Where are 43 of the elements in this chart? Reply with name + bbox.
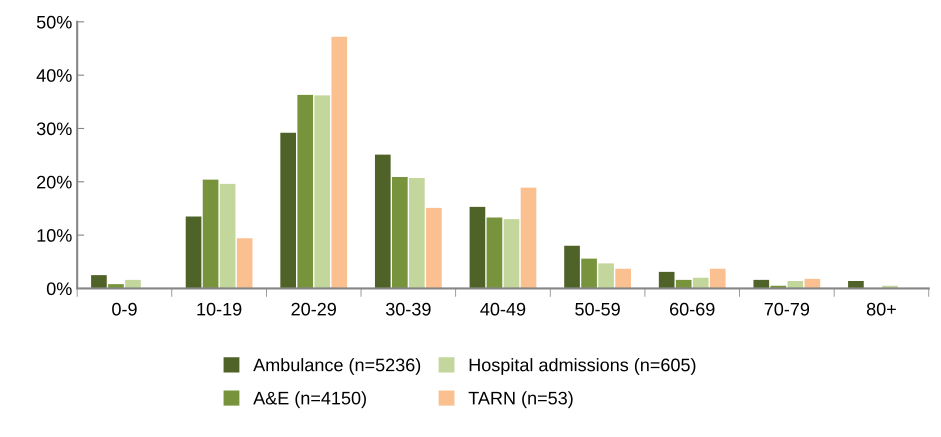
y-tick-label: 30%: [36, 122, 72, 136]
bar: [564, 246, 580, 288]
legend-label: Hospital admissions (n=605): [470, 358, 696, 375]
bar: [520, 188, 536, 288]
bar: [236, 238, 252, 288]
bar: [392, 176, 408, 288]
bar: [331, 36, 348, 288]
y-tick-label: 20%: [37, 176, 72, 189]
bar: [220, 184, 236, 288]
y-tick-label: 10%: [38, 229, 72, 242]
legend-label: TARN (n=53): [468, 391, 573, 408]
bar: [598, 263, 614, 288]
x-tick-label: 0-9: [112, 302, 137, 316]
bar: [409, 178, 425, 288]
bar: [202, 180, 218, 288]
bar: [504, 219, 520, 288]
y-tick-label: 0%: [46, 282, 72, 296]
legend-label: Ambulance (n=5236): [253, 358, 420, 375]
x-tick-label: 40-49: [480, 302, 526, 316]
x-tick-label: 60-69: [670, 302, 714, 316]
bar: [297, 94, 314, 288]
x-tick-label: 50-59: [575, 302, 620, 316]
bar: [615, 268, 631, 288]
bar: [658, 272, 674, 288]
bar: [470, 206, 486, 288]
legend-label: A&E (n=4150): [253, 391, 366, 408]
x-tick-label: 70-79: [764, 302, 810, 316]
y-tick-label: 40%: [36, 69, 72, 82]
bar: [280, 132, 296, 288]
bar: [186, 216, 202, 288]
bar: [91, 275, 107, 288]
x-tick-label: 30-39: [386, 302, 431, 316]
x-tick-label: 10-19: [197, 302, 242, 316]
x-tick-label: 20-29: [292, 302, 336, 316]
bar: [374, 154, 391, 288]
bar: [125, 280, 141, 288]
bar: [581, 258, 597, 288]
bar: [314, 95, 330, 288]
bar: [710, 268, 726, 288]
bar: [486, 218, 502, 288]
x-tick-label: 80+: [866, 302, 896, 316]
y-tick-label: 50%: [36, 16, 72, 29]
bar: [426, 208, 442, 288]
